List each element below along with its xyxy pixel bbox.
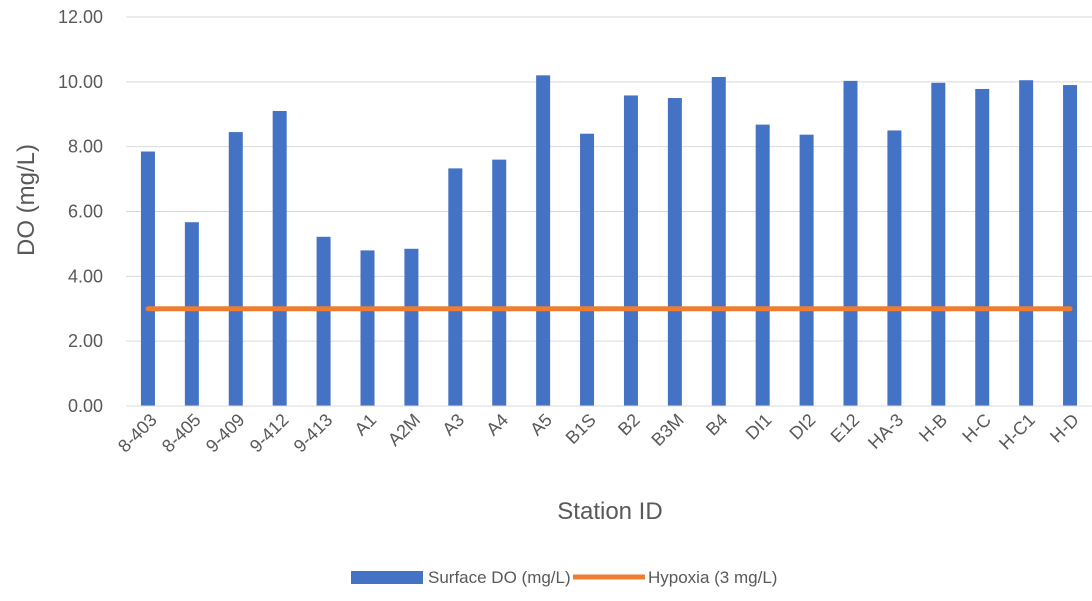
bar-H-B: [931, 82, 946, 406]
x-tick-label: DI2: [785, 410, 819, 444]
bar-A1: [360, 250, 375, 406]
bar-9-412: [272, 111, 287, 406]
x-tick-label: B3M: [647, 410, 687, 450]
bar-series: [140, 75, 1078, 407]
bar-A2M: [404, 248, 419, 406]
x-tick-label: 8-405: [158, 410, 205, 457]
x-tick-label: A4: [482, 410, 512, 440]
x-tick-label: B4: [702, 410, 732, 440]
x-tick-label: A3: [438, 410, 468, 440]
x-axis-title: Station ID: [557, 498, 662, 525]
bar-HA-3: [887, 130, 902, 407]
x-tick-label: H-D: [1046, 410, 1083, 447]
y-tick-label: 2.00: [68, 331, 103, 351]
y-tick-label: 6.00: [68, 202, 103, 222]
legend-label-hypoxia: Hypoxia (3 mg/L): [648, 568, 777, 587]
x-tick-label: B2: [614, 410, 644, 440]
x-tick-label: H-C1: [995, 410, 1039, 454]
x-tick-label: HA-3: [864, 410, 907, 453]
bar-H-D: [1063, 85, 1078, 406]
y-axis-title: DO (mg/L): [13, 144, 40, 256]
legend: Surface DO (mg/L) Hypoxia (3 mg/L): [351, 568, 777, 587]
x-tick-label: 9-409: [202, 410, 249, 457]
y-tick-label: 10.00: [58, 72, 103, 92]
x-tick-label: A5: [526, 410, 556, 440]
x-tick-label: B1S: [562, 410, 600, 448]
y-axis-ticks: 0.00 2.00 4.00 6.00 8.00 10.00 12.00: [58, 7, 103, 416]
bar-A5: [536, 75, 551, 406]
bar-8-403: [140, 151, 155, 406]
bar-A3: [448, 168, 463, 406]
x-tick-label: 8-403: [114, 410, 161, 457]
legend-label-surface-do: Surface DO (mg/L): [428, 568, 571, 587]
x-tick-label: DI1: [742, 410, 776, 444]
gridlines: [126, 16, 1092, 342]
y-tick-label: 4.00: [68, 266, 103, 286]
x-tick-label: A1: [351, 410, 381, 440]
y-tick-label: 12.00: [58, 7, 103, 27]
x-tick-label: 9-413: [290, 410, 337, 457]
y-tick-label: 8.00: [68, 137, 103, 157]
bar-B3M: [667, 98, 682, 407]
bar-B2: [623, 95, 638, 406]
bar-E12: [843, 80, 858, 406]
bar-9-413: [316, 236, 331, 406]
bar-DI1: [755, 124, 770, 406]
bar-8-405: [184, 222, 199, 406]
bar-DI2: [799, 134, 814, 407]
y-tick-label: 0.00: [68, 396, 103, 416]
x-tick-label: A2M: [384, 410, 424, 450]
bar-B4: [711, 76, 726, 407]
bar-H-C: [975, 88, 990, 406]
x-tick-label: E12: [827, 410, 864, 447]
bar-B1S: [580, 133, 595, 406]
x-tick-label: H-B: [915, 410, 951, 446]
bar-H-C1: [1019, 80, 1034, 407]
legend-swatch-surface-do: [351, 571, 423, 584]
bar-A4: [492, 159, 507, 406]
x-tick-label: 9-412: [246, 410, 293, 457]
x-tick-label: H-C: [958, 410, 995, 447]
bar-9-409: [228, 132, 243, 406]
